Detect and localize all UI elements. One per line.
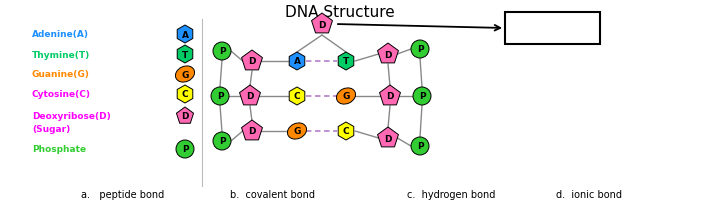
Text: P: P	[217, 92, 223, 101]
Text: D: D	[384, 134, 392, 143]
Polygon shape	[177, 86, 193, 103]
Polygon shape	[377, 127, 399, 147]
Polygon shape	[241, 51, 263, 71]
Polygon shape	[176, 108, 193, 124]
Text: D: D	[181, 112, 189, 121]
Text: D: D	[384, 50, 392, 59]
Polygon shape	[379, 86, 401, 105]
Text: Adenine(A): Adenine(A)	[32, 30, 89, 39]
Polygon shape	[239, 86, 261, 105]
Text: Guanine(G): Guanine(G)	[32, 70, 90, 79]
Text: T: T	[343, 57, 349, 66]
Text: C: C	[343, 127, 349, 136]
Polygon shape	[338, 53, 354, 71]
Polygon shape	[377, 44, 399, 64]
Circle shape	[411, 41, 429, 59]
Text: b.  covalent bond: b. covalent bond	[230, 189, 315, 199]
Text: G: G	[293, 127, 301, 136]
Text: a.   peptide bond: a. peptide bond	[81, 189, 165, 199]
Polygon shape	[338, 122, 354, 140]
Text: Deoxyribose(D): Deoxyribose(D)	[32, 112, 110, 121]
Text: D: D	[387, 92, 394, 101]
Text: C: C	[182, 90, 188, 99]
Text: G: G	[342, 92, 350, 101]
Circle shape	[411, 137, 429, 155]
Polygon shape	[241, 120, 263, 140]
Text: A: A	[294, 57, 300, 66]
Circle shape	[211, 88, 229, 105]
Text: DNA Structure: DNA Structure	[285, 5, 395, 20]
Circle shape	[213, 43, 231, 61]
Polygon shape	[289, 88, 305, 105]
Text: d.  ionic bond: d. ionic bond	[556, 189, 622, 199]
Polygon shape	[177, 46, 193, 64]
Text: P: P	[182, 145, 188, 154]
Polygon shape	[312, 14, 333, 34]
Text: Thymine(T): Thymine(T)	[32, 50, 90, 59]
Ellipse shape	[287, 123, 307, 139]
Text: T: T	[182, 50, 188, 59]
Text: D: D	[246, 92, 253, 101]
Text: Cytosine(C): Cytosine(C)	[32, 90, 91, 99]
Polygon shape	[289, 53, 305, 71]
Circle shape	[176, 140, 194, 158]
Ellipse shape	[176, 67, 195, 83]
Text: D: D	[249, 127, 256, 136]
Text: G: G	[181, 70, 189, 79]
Text: D: D	[319, 20, 326, 29]
Text: D: D	[249, 57, 256, 66]
Text: (Sugar): (Sugar)	[32, 124, 70, 133]
Ellipse shape	[336, 89, 355, 105]
Text: P: P	[417, 45, 423, 54]
Text: c.  hydrogen bond: c. hydrogen bond	[407, 189, 496, 199]
Text: A: A	[181, 30, 188, 39]
Text: P: P	[219, 137, 225, 146]
Text: P: P	[219, 47, 225, 56]
Bar	[505, 13, 600, 45]
Text: P: P	[417, 142, 423, 151]
Circle shape	[213, 132, 231, 150]
Text: Phosphate: Phosphate	[32, 145, 86, 154]
Text: P: P	[418, 92, 426, 101]
Circle shape	[413, 88, 431, 105]
Polygon shape	[177, 26, 193, 44]
Text: C: C	[294, 92, 300, 101]
